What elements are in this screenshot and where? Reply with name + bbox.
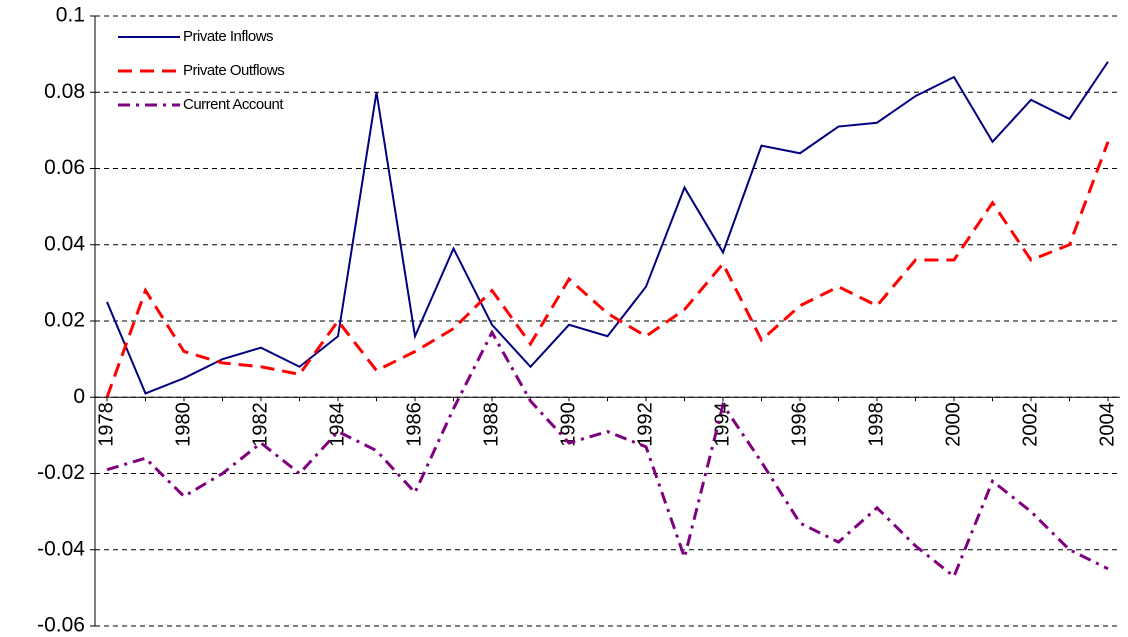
x-tick-label: 2004 (1096, 402, 1118, 447)
y-tick-label: 0.02 (44, 309, 85, 332)
y-tick-label: 0 (73, 385, 85, 408)
x-tick-label: 1982 (249, 402, 271, 447)
x-tick-label: 2000 (942, 402, 964, 447)
y-tick-label: 0.04 (44, 232, 85, 255)
x-tick-label: 1986 (403, 402, 425, 447)
x-tick-label: 1984 (326, 402, 348, 447)
legend-label: Current Account (183, 96, 284, 113)
y-tick-label: -0.02 (37, 461, 85, 484)
x-tick-label: 1978 (95, 402, 117, 447)
x-tick-label: 1996 (788, 402, 810, 447)
series-line (106, 329, 1109, 579)
y-tick-label: -0.04 (37, 537, 85, 560)
legend-label: Private Outflows (183, 62, 284, 79)
series-line (106, 61, 1109, 395)
x-tick-label: 1988 (480, 402, 502, 447)
x-tick-label: 1998 (865, 402, 887, 447)
y-tick-label: 0.1 (56, 4, 85, 27)
legend-label: Private Inflows (183, 28, 273, 45)
x-tick-label: 1992 (634, 402, 656, 447)
y-tick-label: -0.06 (37, 614, 85, 637)
series-line (105, 141, 1110, 398)
x-tick-label: 1980 (172, 402, 194, 447)
y-tick-label: 0.08 (44, 80, 85, 103)
x-tick-label: 1990 (557, 402, 579, 447)
y-tick-label: 0.06 (44, 156, 85, 179)
x-tick-label: 2002 (1019, 402, 1041, 447)
